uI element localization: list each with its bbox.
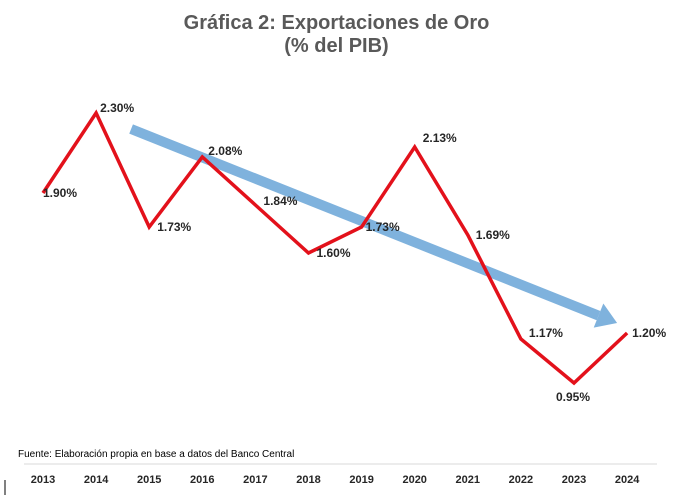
data-label: 1.69% (476, 228, 510, 242)
x-tick-label: 2018 (296, 474, 320, 486)
series-line-layer (41, 109, 629, 386)
data-label: 1.20% (632, 326, 666, 340)
x-tick-label: 2019 (349, 474, 373, 486)
data-label: 1.73% (366, 220, 400, 234)
source-note: Fuente: Elaboración propia en base a dat… (18, 449, 295, 460)
data-label: 2.30% (100, 101, 134, 115)
data-label: 1.84% (263, 194, 297, 208)
series-line (41, 109, 629, 386)
data-label: 1.17% (529, 326, 563, 340)
chart-title: Gráfica 2: Exportaciones de Oro (% del P… (0, 12, 673, 58)
chart-area (10, 8, 665, 464)
x-tick-label: 2014 (84, 474, 109, 486)
chart-subtitle: (% del PIB) (284, 35, 389, 57)
data-label-layer: 1.90% 2.30% 1.73% 2.08% 1.84% 1.60% 1.73% 2.13%… (43, 101, 666, 404)
x-tick-label: 2020 (402, 474, 426, 486)
x-tick-label: 2021 (456, 474, 480, 486)
x-axis-ticks: 2013 2014 2015 2016 2017 2018 2019 2020 2021 2022… (31, 474, 640, 486)
x-tick-label: 2017 (243, 474, 267, 486)
x-tick-label: 2015 (137, 474, 161, 486)
data-label: 2.13% (423, 131, 457, 145)
data-label: 1.90% (43, 186, 77, 200)
x-tick-label: 2022 (509, 474, 533, 486)
data-label: 1.73% (157, 220, 191, 234)
data-label: 0.95% (556, 390, 590, 404)
chart-title-line: Gráfica 2: Exportaciones de Oro (183, 12, 490, 34)
x-tick-label: 2013 (31, 474, 55, 486)
trend-arrow-head (593, 303, 618, 328)
x-tick-label: 2023 (562, 474, 586, 486)
data-label: 2.08% (208, 144, 242, 158)
x-tick-label: 2024 (615, 474, 640, 486)
data-label: 1.60% (317, 246, 351, 260)
x-tick-label: 2016 (190, 474, 214, 486)
